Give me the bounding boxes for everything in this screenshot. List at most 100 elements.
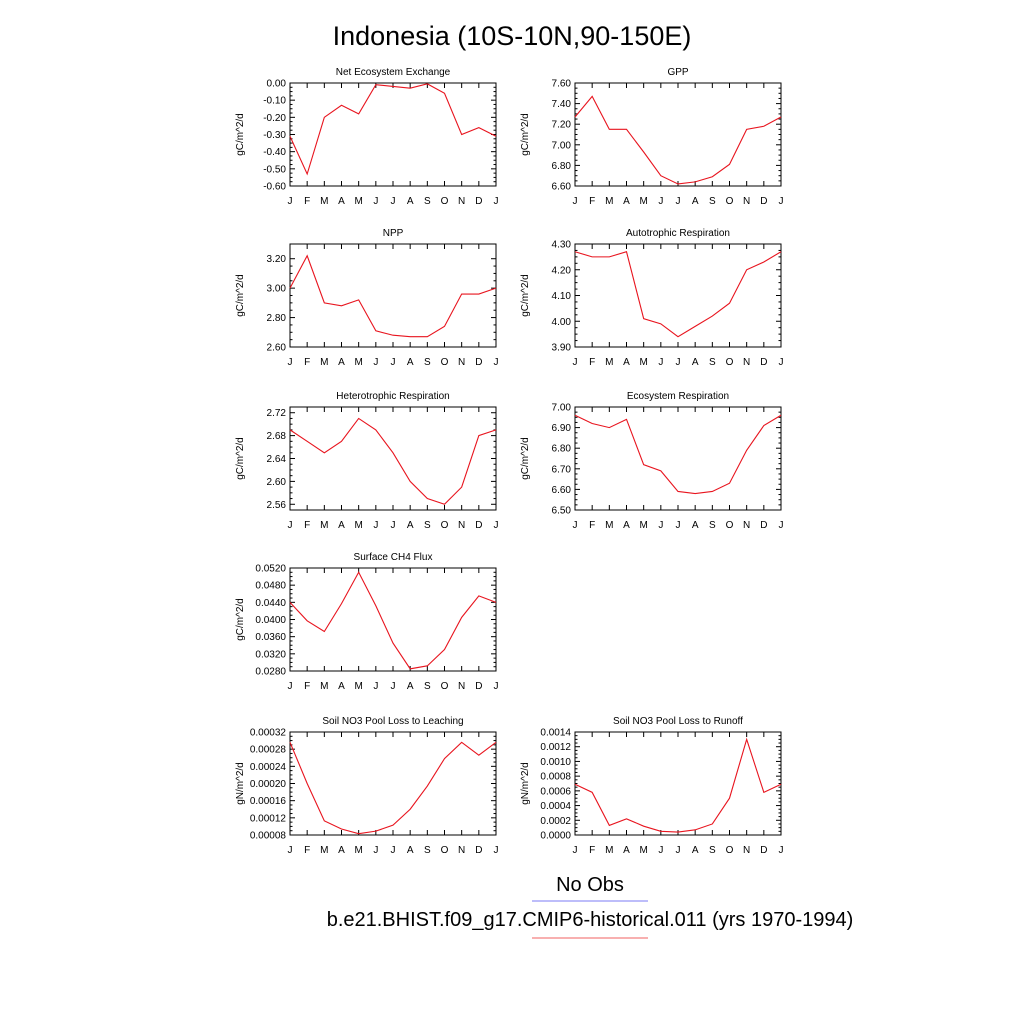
y-tick-label: 0.00016	[250, 796, 287, 807]
y-tick-label: 3.20	[267, 254, 287, 265]
x-tick-label: S	[709, 196, 716, 207]
series-line	[289, 254, 497, 338]
x-tick-label: N	[458, 520, 465, 531]
y-axis-label: gC/m^2/d	[235, 113, 246, 156]
y-axis-label: gC/m^2/d	[235, 274, 246, 317]
y-tick-label: 0.00032	[250, 728, 287, 739]
x-tick-label: M	[320, 845, 328, 856]
panel-title: Net Ecosystem Exchange	[336, 67, 451, 78]
y-tick-label: 6.70	[552, 464, 572, 475]
panel-title: Heterotrophic Respiration	[336, 391, 449, 402]
x-tick-label: F	[304, 845, 310, 856]
plot-frame	[289, 406, 497, 511]
x-tick-label: A	[338, 845, 345, 856]
x-tick-label: F	[304, 357, 310, 368]
y-tick-label: 6.90	[552, 423, 572, 434]
x-tick-label: A	[338, 681, 345, 692]
x-tick-label: A	[407, 196, 414, 207]
x-tick-label: J	[391, 357, 396, 368]
series-line	[289, 417, 497, 505]
x-tick-label: O	[441, 681, 449, 692]
plot-frame	[289, 82, 497, 187]
x-tick-label: M	[354, 196, 362, 207]
x-tick-label: D	[475, 196, 482, 207]
x-tick-label: J	[494, 681, 499, 692]
y-tick-label: 3.00	[267, 284, 287, 295]
panel-title: Surface CH4 Flux	[354, 552, 433, 563]
x-tick-label: A	[623, 845, 630, 856]
x-tick-label: D	[760, 520, 767, 531]
legend-model-label: b.e21.BHIST.f09_g17.CMIP6-historical.011…	[327, 909, 854, 931]
series-line	[289, 571, 497, 670]
y-axis-label: gC/m^2/d	[520, 274, 531, 317]
y-tick-label: 0.0480	[255, 581, 286, 592]
y-axis-label: gC/m^2/d	[235, 437, 246, 480]
panel-title: Autotrophic Respiration	[626, 228, 730, 239]
x-tick-label: F	[589, 520, 595, 531]
y-tick-label: 7.20	[552, 120, 572, 131]
x-tick-label: M	[354, 681, 362, 692]
x-tick-label: J	[676, 357, 681, 368]
y-tick-label: 0.0000	[540, 831, 571, 842]
x-tick-label: S	[709, 520, 716, 531]
x-tick-label: J	[658, 845, 663, 856]
y-tick-label: -0.40	[263, 147, 286, 158]
x-tick-label: F	[589, 196, 595, 207]
x-tick-label: A	[692, 357, 699, 368]
x-tick-label: A	[407, 845, 414, 856]
x-tick-label: M	[605, 196, 613, 207]
series-line	[574, 414, 782, 495]
x-tick-label: A	[338, 357, 345, 368]
x-tick-label: M	[354, 520, 362, 531]
y-tick-label: 0.00020	[250, 779, 287, 790]
x-tick-label: J	[779, 196, 784, 207]
x-tick-label: J	[373, 681, 378, 692]
y-axis-label: gC/m^2/d	[235, 598, 246, 641]
series-line	[289, 83, 497, 176]
chart-panel: Soil NO3 Pool Loss to Leaching 0.00008 0.0…	[235, 716, 499, 856]
y-tick-label: 2.56	[267, 500, 287, 511]
x-tick-label: J	[391, 520, 396, 531]
x-tick-label: A	[407, 520, 414, 531]
x-tick-label: J	[288, 357, 293, 368]
y-tick-label: 0.00012	[250, 813, 287, 824]
y-tick-label: 0.0006	[540, 786, 571, 797]
x-tick-label: O	[441, 196, 449, 207]
x-tick-label: N	[743, 845, 750, 856]
y-axis-label: gC/m^2/d	[520, 113, 531, 156]
x-tick-label: O	[441, 357, 449, 368]
x-tick-label: J	[573, 520, 578, 531]
y-axis-label: gC/m^2/d	[520, 437, 531, 480]
y-tick-label: 6.80	[552, 161, 572, 172]
x-tick-label: M	[605, 520, 613, 531]
y-axis-label: gN/m^2/d	[520, 762, 531, 805]
plot-frame	[289, 731, 497, 836]
x-tick-label: N	[458, 845, 465, 856]
series-line	[574, 737, 782, 833]
x-tick-label: N	[458, 681, 465, 692]
panel-title: GPP	[667, 67, 688, 78]
y-tick-label: 0.0012	[540, 742, 571, 753]
x-tick-label: J	[288, 520, 293, 531]
x-tick-label: S	[424, 196, 431, 207]
y-tick-label: 4.20	[552, 265, 572, 276]
series-line	[289, 741, 497, 835]
series-line	[574, 251, 782, 338]
x-tick-label: M	[354, 845, 362, 856]
x-tick-label: J	[391, 196, 396, 207]
figure-title: Indonesia (10S-10N,90-150E)	[333, 21, 692, 51]
x-tick-label: J	[658, 196, 663, 207]
x-tick-label: A	[623, 520, 630, 531]
x-tick-label: O	[441, 520, 449, 531]
chart-panel: Ecosystem Respiration 6.50 6.60 6.70 6.80 6.9…	[520, 391, 784, 531]
x-tick-label: D	[760, 196, 767, 207]
panel-title: Soil NO3 Pool Loss to Runoff	[613, 716, 743, 727]
x-tick-label: F	[304, 520, 310, 531]
x-tick-label: J	[494, 357, 499, 368]
x-tick-label: J	[494, 196, 499, 207]
chart-panels: Net Ecosystem Exchange -0.60 -0.50 -0.40 -0.…	[235, 67, 784, 856]
y-tick-label: 0.0320	[255, 649, 286, 660]
